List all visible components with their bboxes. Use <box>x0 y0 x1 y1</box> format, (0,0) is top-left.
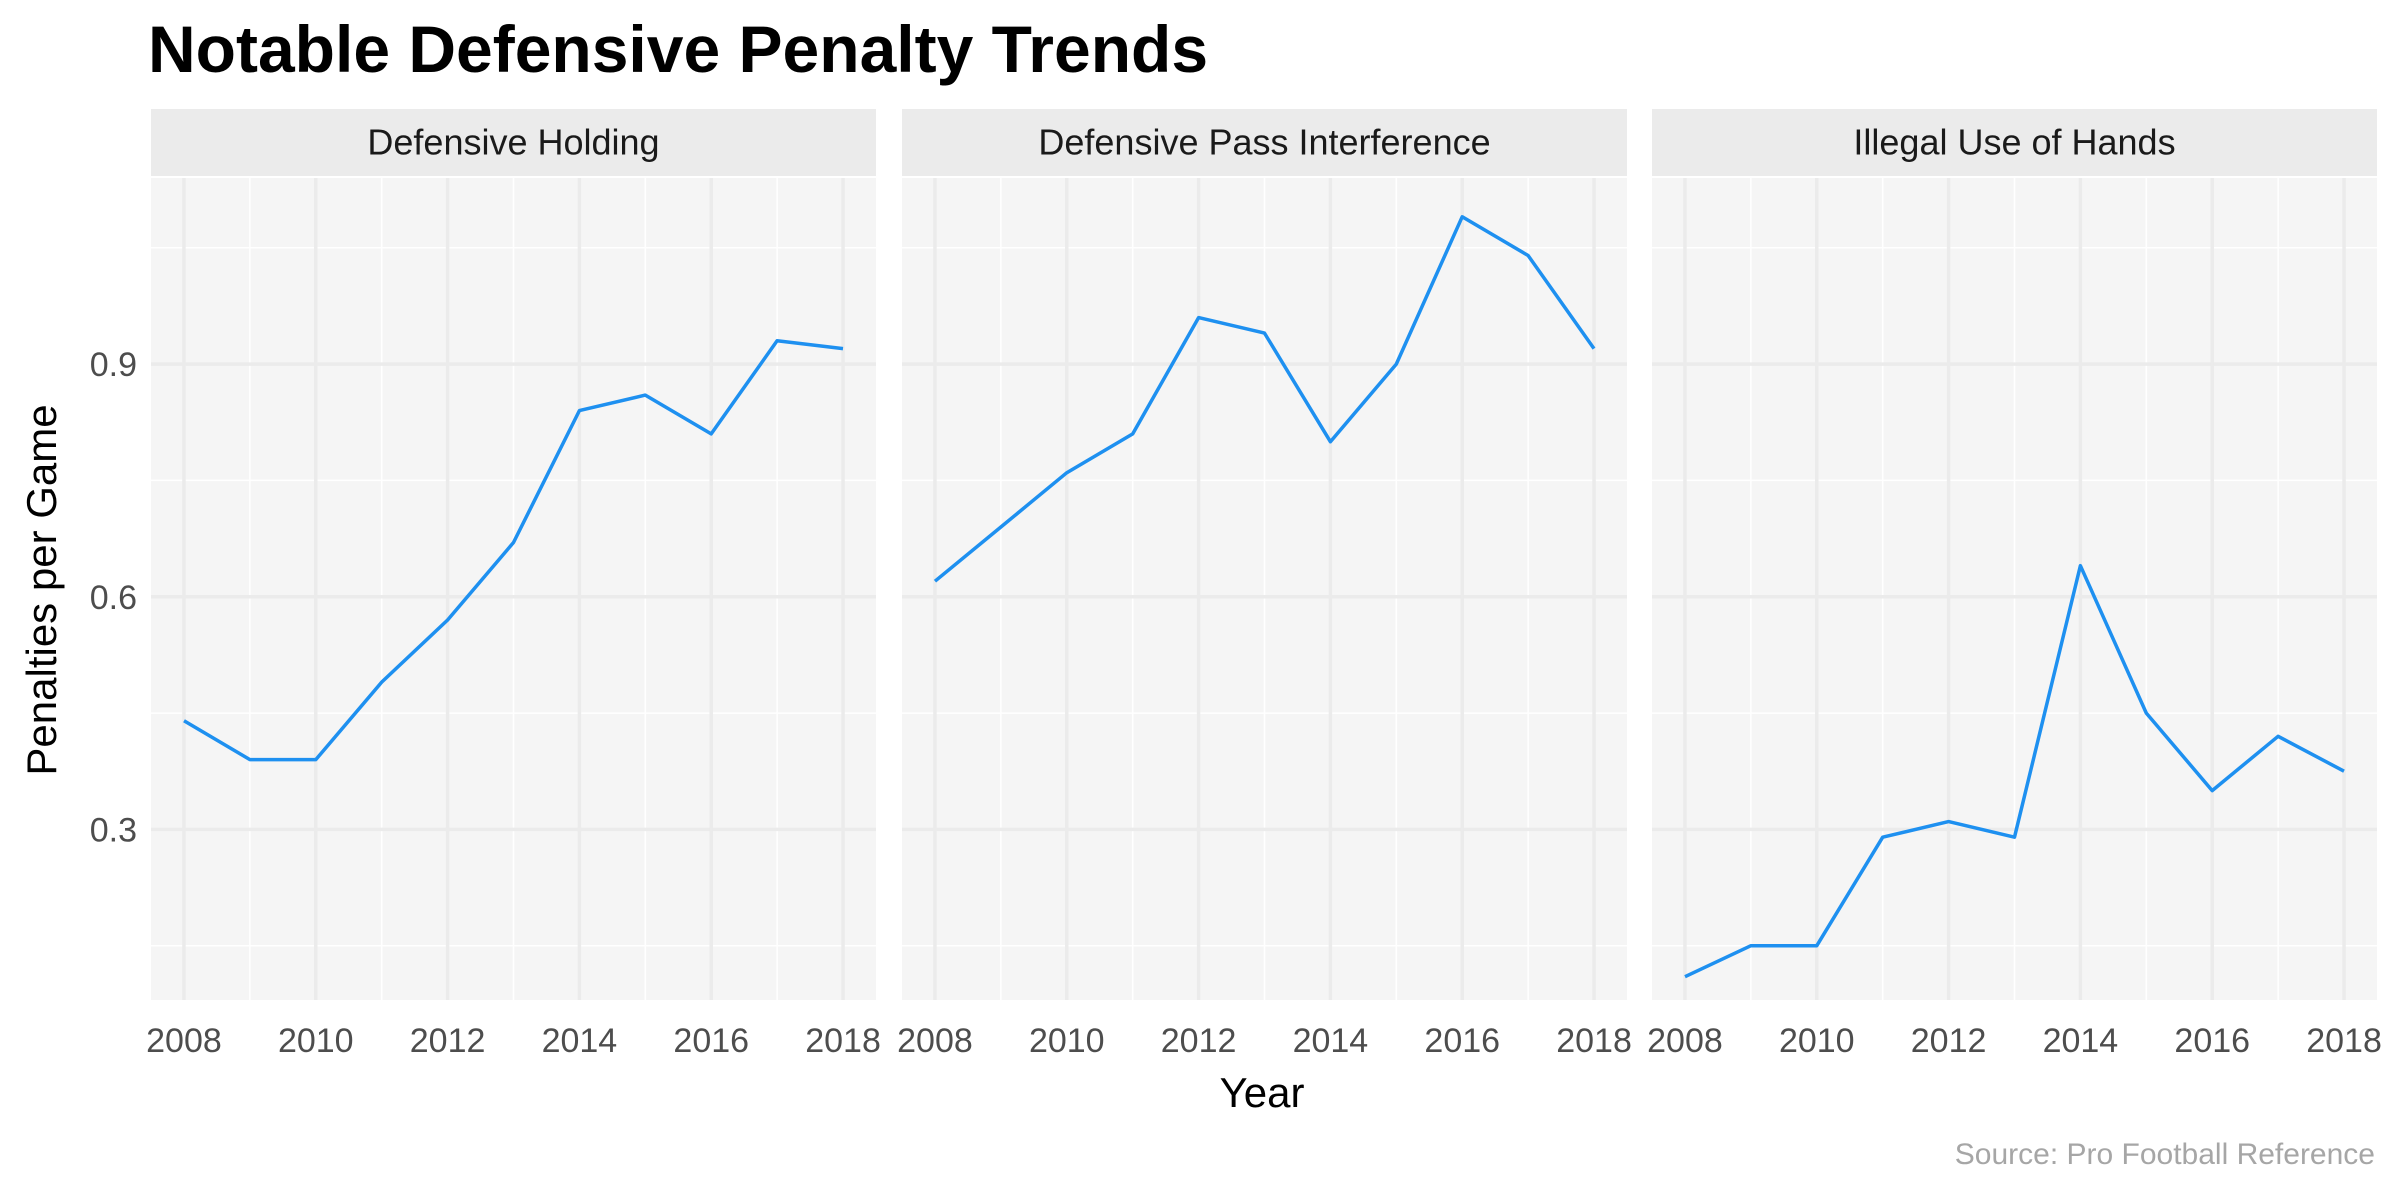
facet-strip-label: Illegal Use of Hands <box>1853 122 2175 163</box>
x-tick-label: 2012 <box>1161 1022 1237 1060</box>
x-tick-label: 2016 <box>2174 1022 2250 1060</box>
x-tick-label: 2014 <box>1293 1022 1369 1060</box>
x-tick-label: 2018 <box>1556 1022 1632 1060</box>
x-tick-label: 2008 <box>146 1022 222 1060</box>
facet-panel: Illegal Use of Hands <box>1652 109 2377 1000</box>
panels-layer: Defensive Holding Defensive Pass Interfer… <box>151 109 2377 1000</box>
x-tick-label: 2010 <box>1029 1022 1105 1060</box>
y-tick-label: 0.3 <box>90 811 137 849</box>
x-tick-label: 2012 <box>410 1022 486 1060</box>
facet-strip <box>151 109 876 176</box>
source-caption: Source: Pro Football Reference <box>1955 1138 2375 1171</box>
series-line <box>183 339 844 762</box>
facet-strip <box>902 109 1627 176</box>
y-axis-ticks: 0.3 0.6 0.9 <box>90 346 137 849</box>
y-axis-title: Penalties per Game <box>18 404 65 775</box>
facet-strip <box>1652 109 2377 176</box>
x-tick-label: 2008 <box>897 1022 973 1060</box>
x-tick-label: 2016 <box>673 1022 749 1060</box>
x-axis-title: Year <box>1220 1069 1305 1116</box>
x-tick-label: 2016 <box>1424 1022 1500 1060</box>
x-tick-label: 2018 <box>2306 1022 2382 1060</box>
series-line <box>1684 563 2345 979</box>
facet-panel: Defensive Holding <box>151 109 876 1000</box>
x-tick-label: 2018 <box>805 1022 881 1060</box>
facet-panel: Defensive Pass Interference <box>902 109 1627 1000</box>
x-tick-label: 2014 <box>542 1022 618 1060</box>
series-line <box>933 215 1596 583</box>
x-axis-ticks: 2008 2010 2012 2014 2016 2018 2008 2010 2012 2014… <box>146 1022 2382 1060</box>
chart-title: Notable Defensive Penalty Trends <box>148 12 1208 86</box>
facet-strip-label: Defensive Pass Interference <box>1038 122 1490 163</box>
x-tick-label: 2008 <box>1647 1022 1723 1060</box>
y-tick-label: 0.9 <box>90 346 137 384</box>
x-tick-label: 2012 <box>1911 1022 1987 1060</box>
y-tick-label: 0.6 <box>90 579 137 617</box>
x-tick-label: 2014 <box>2043 1022 2119 1060</box>
facet-strip-label: Defensive Holding <box>367 122 659 163</box>
x-tick-label: 2010 <box>1779 1022 1855 1060</box>
x-tick-label: 2010 <box>278 1022 354 1060</box>
